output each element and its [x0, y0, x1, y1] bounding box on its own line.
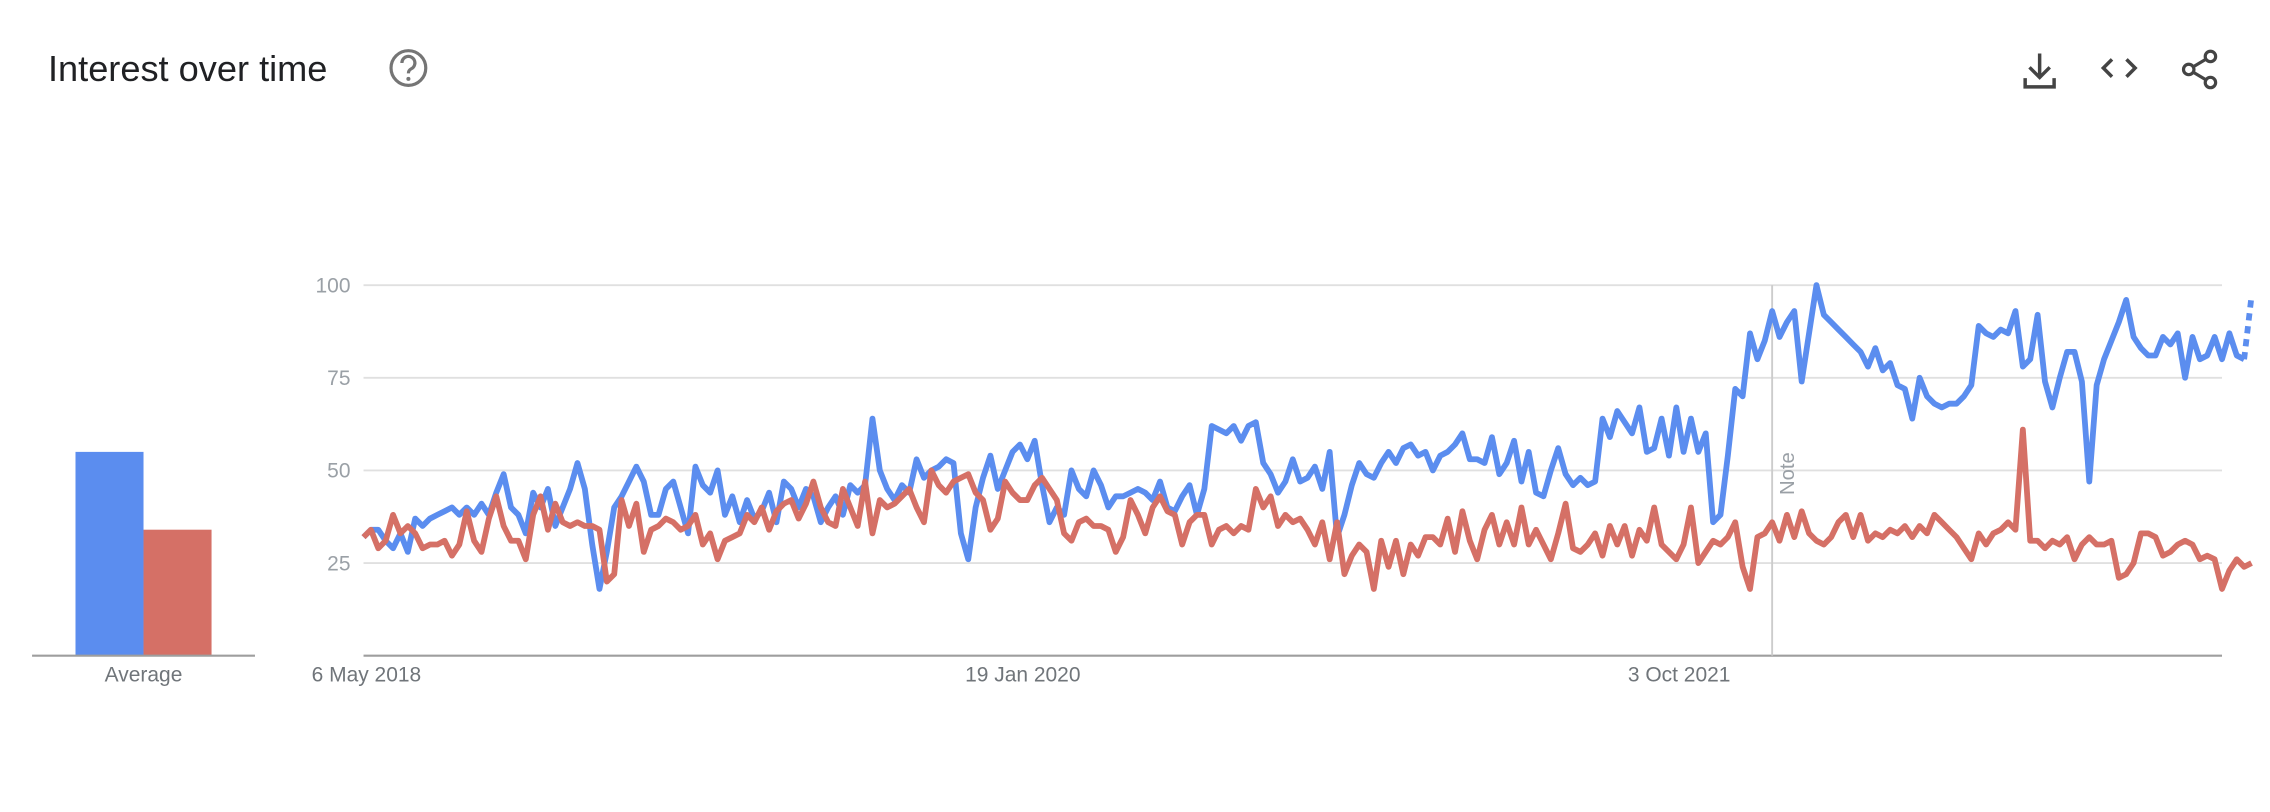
- series-2-line[interactable]: [361, 426, 2253, 592]
- average-bar-1[interactable]: [75, 451, 144, 656]
- average-bar-2[interactable]: [143, 529, 212, 656]
- y-tick-label: 50: [327, 460, 350, 483]
- x-axis-ticks: 6 May 2018 19 Jan 2020 3 Oct 2021: [312, 664, 1731, 687]
- average-label: Average: [105, 664, 183, 687]
- x-tick-label: 3 Oct 2021: [1628, 664, 1731, 687]
- code-icon: [2100, 58, 2138, 78]
- share-icon: [2181, 49, 2218, 90]
- y-tick-label: 100: [316, 274, 351, 297]
- note-label[interactable]: Note: [1777, 452, 1799, 495]
- y-tick-label: 25: [327, 552, 350, 575]
- embed-button[interactable]: [2099, 49, 2140, 90]
- y-tick-label: 75: [327, 367, 350, 390]
- share-button[interactable]: [2179, 49, 2220, 90]
- help-circle-icon[interactable]: [389, 49, 428, 87]
- note-annotation[interactable]: Note: [1771, 285, 1799, 656]
- gridlines: [363, 284, 2223, 657]
- x-tick-label: 19 Jan 2020: [965, 664, 1080, 687]
- download-button[interactable]: [2021, 49, 2062, 90]
- widget-title: Interest over time: [48, 48, 327, 89]
- x-tick-label: 6 May 2018: [312, 664, 422, 687]
- series-lines: [361, 282, 2255, 592]
- average-panel: [32, 451, 255, 657]
- series-1-partial-segment[interactable]: [2241, 295, 2255, 360]
- download-icon: [2023, 53, 2056, 89]
- series-1-line[interactable]: [361, 282, 2246, 592]
- y-axis-ticks: 25 50 75 100: [316, 274, 351, 575]
